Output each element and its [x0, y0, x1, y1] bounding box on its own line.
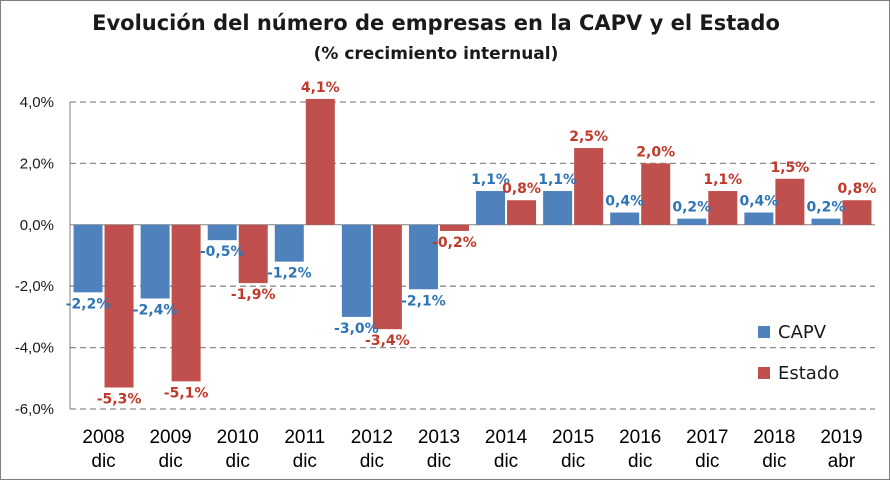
- x-tick-label-month: dic: [158, 451, 182, 472]
- x-tick-label-year: 2017: [686, 427, 728, 448]
- data-label-capv-2011: -1,2%: [267, 266, 312, 282]
- bar-estado-2009: [171, 224, 201, 382]
- data-label-capv-2009: -2,4%: [133, 302, 178, 318]
- x-tick-label-month: dic: [762, 451, 786, 472]
- x-tick-label-year: 2015: [552, 427, 594, 448]
- x-tick-label-year: 2008: [82, 427, 124, 448]
- data-label-capv-2019: 0,2%: [807, 200, 846, 216]
- bar-estado-2015: [574, 148, 604, 225]
- x-tick-label-year: 2010: [217, 427, 259, 448]
- data-label-estado-2014: 0,8%: [502, 181, 541, 197]
- data-label-estado-2016: 2,0%: [636, 144, 675, 160]
- legend-label-estado: Estado: [778, 363, 839, 384]
- data-label-capv-2013: -2,1%: [401, 293, 446, 309]
- data-label-estado-2019: 0,8%: [838, 181, 877, 197]
- data-label-estado-2018: 1,5%: [770, 160, 809, 176]
- x-tick-label-month: dic: [494, 451, 518, 472]
- data-label-estado-2011: 4,1%: [301, 80, 340, 96]
- legend-swatch-capv: [758, 326, 770, 338]
- bar-estado-2012: [372, 224, 402, 330]
- data-label-estado-2013: -0,2%: [432, 235, 477, 251]
- data-label-estado-2017: 1,1%: [703, 172, 742, 188]
- data-label-capv-2012: -3,0%: [334, 321, 379, 337]
- bar-capv-2017: [677, 218, 707, 225]
- bar-capv-2012: [341, 224, 371, 317]
- bar-estado-2013: [439, 224, 469, 231]
- bar-estado-2017: [708, 191, 738, 225]
- x-tick-label-year: 2018: [753, 427, 795, 448]
- data-label-capv-2014: 1,1%: [471, 172, 510, 188]
- legend-swatch-estado: [758, 367, 770, 379]
- x-tick-label-month: dic: [628, 451, 652, 472]
- x-tick-label-year: 2013: [418, 427, 460, 448]
- x-tick-label-year: 2016: [619, 427, 661, 448]
- chart-subtitle: (% crecimiento internual): [314, 44, 559, 64]
- bar-capv-2015: [543, 191, 573, 225]
- data-label-capv-2016: 0,4%: [605, 194, 644, 210]
- x-tick-label-month: dic: [695, 451, 719, 472]
- bar-estado-2008: [104, 224, 134, 388]
- x-tick-label-month: dic: [561, 451, 585, 472]
- bar-capv-2011: [274, 224, 304, 262]
- y-tick-label: 2,0%: [20, 155, 54, 172]
- y-tick-label: 0,0%: [20, 217, 54, 234]
- y-tick-label: -2,0%: [15, 278, 54, 295]
- bar-capv-2013: [408, 224, 438, 290]
- bar-capv-2010: [207, 224, 237, 241]
- bar-estado-2018: [775, 178, 805, 225]
- x-tick-label-month: dic: [360, 451, 384, 472]
- gridlines: [70, 101, 875, 410]
- x-axis: 2008 dic 2009 dic 2010 dic 2011 dic 2012 dic 2013 d…: [82, 427, 862, 472]
- data-label-capv-2010: -0,5%: [200, 244, 245, 260]
- bar-estado-2010: [238, 224, 268, 284]
- x-tick-label-month: dic: [226, 451, 250, 472]
- data-label-estado-2015: 2,5%: [569, 129, 608, 145]
- data-label-capv-2017: 0,2%: [672, 200, 711, 216]
- y-tick-label: 4,0%: [20, 94, 54, 111]
- bar-capv-2016: [610, 212, 640, 225]
- x-tick-label-year: 2019: [820, 427, 862, 448]
- bar-capv-2014: [476, 191, 506, 225]
- x-tick-label-month: dic: [91, 451, 115, 472]
- y-tick-label: -6,0%: [15, 401, 54, 418]
- bar-estado-2019: [842, 200, 872, 225]
- data-label-estado-2012: -3,4%: [365, 333, 410, 349]
- legend-label-capv: CAPV: [778, 322, 827, 343]
- bar-estado-2011: [305, 98, 335, 225]
- data-label-estado-2010: -1,9%: [231, 287, 276, 303]
- data-label-estado-2009: -5,1%: [164, 385, 209, 401]
- chart-title: Evolución del número de empresas en la C…: [92, 11, 780, 35]
- x-tick-label-month: abr: [828, 451, 856, 472]
- x-tick-label-month: dic: [293, 451, 317, 472]
- x-tick-label-year: 2014: [485, 427, 528, 448]
- bar-capv-2008: [73, 224, 103, 293]
- data-label-estado-2008: -5,3%: [97, 392, 142, 408]
- bar-estado-2016: [641, 163, 671, 225]
- bars: [73, 98, 872, 388]
- y-tick-label: -4,0%: [15, 340, 54, 357]
- data-label-capv-2015: 1,1%: [538, 172, 577, 188]
- legend: CAPV Estado: [758, 322, 839, 384]
- data-label-capv-2008: -2,2%: [66, 296, 111, 312]
- y-axis: 4,0% 2,0% 0,0% -2,0% -4,0% -6,0%: [15, 94, 71, 418]
- x-tick-label-year: 2012: [351, 427, 393, 448]
- bar-estado-2014: [507, 200, 537, 225]
- data-labels: -2,2% -5,3% -2,4% -5,1% -0,5% -1,9% -1,2% 4,1% -…: [66, 80, 877, 408]
- data-label-capv-2018: 0,4%: [739, 194, 778, 210]
- bar-capv-2019: [811, 218, 841, 225]
- x-tick-label-year: 2009: [149, 427, 191, 448]
- bar-capv-2009: [140, 224, 170, 299]
- x-tick-label-year: 2011: [284, 427, 325, 448]
- x-tick-label-month: dic: [427, 451, 451, 472]
- bar-capv-2018: [744, 212, 774, 225]
